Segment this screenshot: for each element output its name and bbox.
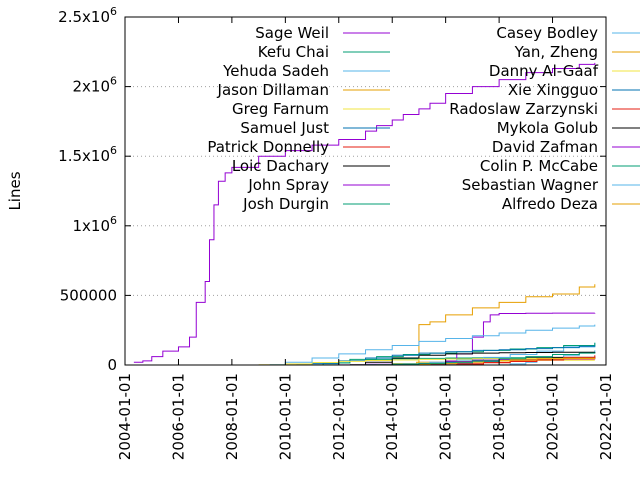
legend-label: Yan, Zheng (514, 43, 598, 61)
series-line-1 (133, 62, 596, 363)
y-tick-base: 1x10 (72, 217, 110, 235)
legend-label: Kefu Chai (258, 43, 329, 61)
x-tick-label: 2014-01-01 (383, 373, 401, 460)
y-tick-label: 1.5x106 (58, 144, 117, 165)
legend-label: Casey Bodley (496, 24, 598, 42)
x-tick-label: 2012-01-01 (330, 373, 348, 460)
y-tick-label: 1x106 (72, 214, 117, 235)
legend-label: Colin P. McCabe (480, 157, 598, 175)
legend-label: Alfredo Deza (502, 195, 598, 213)
x-tick-label: 2018-01-01 (490, 373, 508, 460)
legend-label: Sebastian Wagner (462, 176, 599, 194)
x-tick-label: 2004-01-01 (116, 373, 134, 460)
legend-label: John Spray (247, 176, 329, 194)
legend-label: David Zafman (492, 138, 598, 156)
series-lines (133, 62, 596, 366)
series-line-12 (392, 284, 596, 365)
plot-frame (124, 16, 607, 366)
legend-label: Sage Weil (255, 24, 329, 42)
legend-label: Jason Dillaman (217, 81, 329, 99)
y-axis-title: Lines (6, 171, 24, 210)
x-tick-label: 2022-01-01 (597, 373, 615, 460)
legend-label: Radoslaw Zarzynski (449, 100, 598, 118)
legend-label: Greg Farnum (232, 100, 329, 118)
x-tick-label: 2006-01-01 (169, 373, 187, 460)
series-line-3 (269, 324, 596, 366)
legend-label: Patrick Donnelly (207, 138, 329, 156)
y-tick-label: 500000 (60, 286, 117, 304)
y-tick-base: 2.5x10 (58, 8, 110, 26)
y-tick-exponent: 6 (110, 5, 117, 18)
y-tick-base: 2x10 (72, 78, 110, 96)
y-tick-label: 2.5x106 (58, 5, 117, 26)
legend-label: Yehuda Sadeh (222, 62, 329, 80)
x-tick-label: 2010-01-01 (276, 373, 294, 460)
legend-label: Danny Al-Gaaf (489, 62, 599, 80)
x-tick-label: 2016-01-01 (437, 373, 455, 460)
legend-label: Josh Durgin (242, 195, 329, 213)
y-tick-exponent: 6 (110, 75, 117, 88)
x-tick-label: 2020-01-01 (544, 373, 562, 460)
y-tick-label: 2x106 (72, 75, 117, 96)
x-axis-ticks: 2004-01-01 2006-01-01 2008-01-01 2010-01-01… (116, 17, 615, 460)
legend-label: Mykola Golub (497, 119, 598, 137)
y-tick-base: 500000 (60, 286, 117, 304)
legend-label: Samuel Just (240, 119, 329, 137)
x-tick-label: 2008-01-01 (223, 373, 241, 460)
y-tick-exponent: 6 (110, 214, 117, 227)
y-tick-base: 0 (107, 356, 117, 374)
y-tick-label: 0 (107, 356, 117, 374)
grid-lines (125, 86, 606, 296)
y-tick-exponent: 6 (110, 144, 117, 157)
legend-label: Xie Xingguo (508, 81, 598, 99)
y-tick-base: 1.5x10 (58, 147, 110, 165)
legend-label: Loic Dachary (232, 157, 329, 175)
